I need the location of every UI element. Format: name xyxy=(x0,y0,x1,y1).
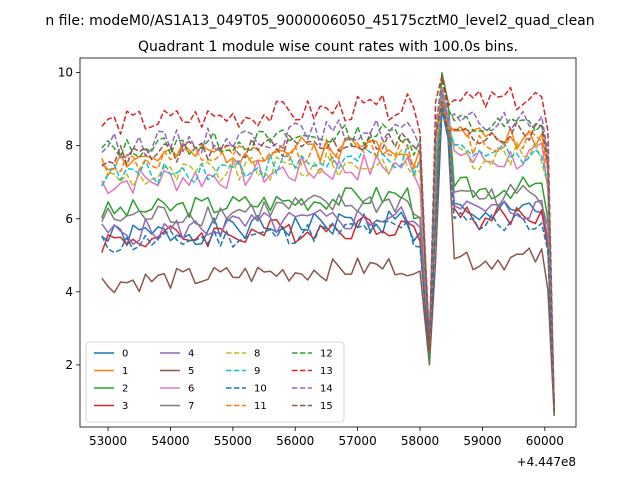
x-tick-label: 54000 xyxy=(151,434,189,448)
legend-label-15: 15 xyxy=(320,401,333,412)
legend-label-12: 12 xyxy=(320,349,333,360)
chart-title: Quadrant 1 module wise count rates with … xyxy=(138,39,518,55)
series-line-5 xyxy=(101,108,555,416)
legend-label-4: 4 xyxy=(188,349,194,360)
series-line-4 xyxy=(101,97,555,414)
legend-label-7: 7 xyxy=(188,401,194,412)
y-tick-label: 8 xyxy=(65,139,73,153)
legend-label-14: 14 xyxy=(320,384,333,395)
y-tick-label: 2 xyxy=(65,358,73,372)
x-tick-label: 53000 xyxy=(89,434,127,448)
series-line-12 xyxy=(101,79,555,415)
legend-label-5: 5 xyxy=(188,366,194,377)
plot-area xyxy=(101,71,555,416)
series-line-7 xyxy=(101,104,555,411)
series-line-9 xyxy=(101,93,555,406)
series-line-15 xyxy=(101,101,555,413)
x-tick-label: 58000 xyxy=(401,434,439,448)
series-line-14 xyxy=(101,90,555,410)
axes-frame xyxy=(79,57,577,428)
legend-label-10: 10 xyxy=(254,384,267,395)
axes: 53000 54000 55000 56000 57000 58000 59000 60000… xyxy=(58,57,577,448)
legend-label-8: 8 xyxy=(254,349,260,360)
x-tick-label: 60000 xyxy=(526,434,564,448)
series-line-13 xyxy=(101,75,555,407)
series-line-2 xyxy=(101,71,555,408)
series-line-11 xyxy=(101,97,555,412)
legend-label-2: 2 xyxy=(122,384,128,395)
y-tick-label: 10 xyxy=(58,66,73,80)
legend-label-6: 6 xyxy=(188,384,194,395)
series-line-8 xyxy=(101,97,555,414)
legend-label-3: 3 xyxy=(122,401,128,412)
legend-label-11: 11 xyxy=(254,401,267,412)
x-offset-label: +4.447e8 xyxy=(517,455,576,469)
series-line-0 xyxy=(101,101,555,413)
y-tick-label: 6 xyxy=(65,212,73,226)
figure-suptitle: n file: modeM0/AS1A13_049T05_9000006050_… xyxy=(45,13,594,29)
legend-label-13: 13 xyxy=(320,366,333,377)
legend-label-0: 0 xyxy=(122,349,128,360)
x-tick-label: 55000 xyxy=(214,434,252,448)
legend-label-1: 1 xyxy=(122,366,128,377)
y-tick-label: 4 xyxy=(65,285,73,299)
x-tick-label: 57000 xyxy=(339,434,377,448)
legend-label-9: 9 xyxy=(254,366,260,377)
legend-box xyxy=(85,341,345,423)
x-tick-label: 56000 xyxy=(276,434,314,448)
series-line-10 xyxy=(101,108,555,409)
x-tick-label: 59000 xyxy=(463,434,501,448)
